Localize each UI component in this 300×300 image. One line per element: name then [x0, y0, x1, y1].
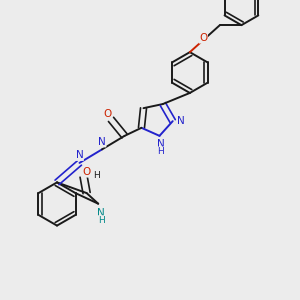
Text: H: H: [158, 147, 164, 156]
Text: H: H: [93, 170, 100, 179]
Text: O: O: [103, 109, 112, 119]
Text: N: N: [177, 116, 185, 126]
Text: O: O: [199, 33, 208, 43]
Text: O: O: [82, 167, 91, 177]
Text: N: N: [98, 137, 106, 147]
Text: N: N: [157, 139, 165, 149]
Text: N: N: [76, 150, 83, 161]
Text: H: H: [98, 216, 105, 225]
Text: N: N: [97, 208, 105, 218]
